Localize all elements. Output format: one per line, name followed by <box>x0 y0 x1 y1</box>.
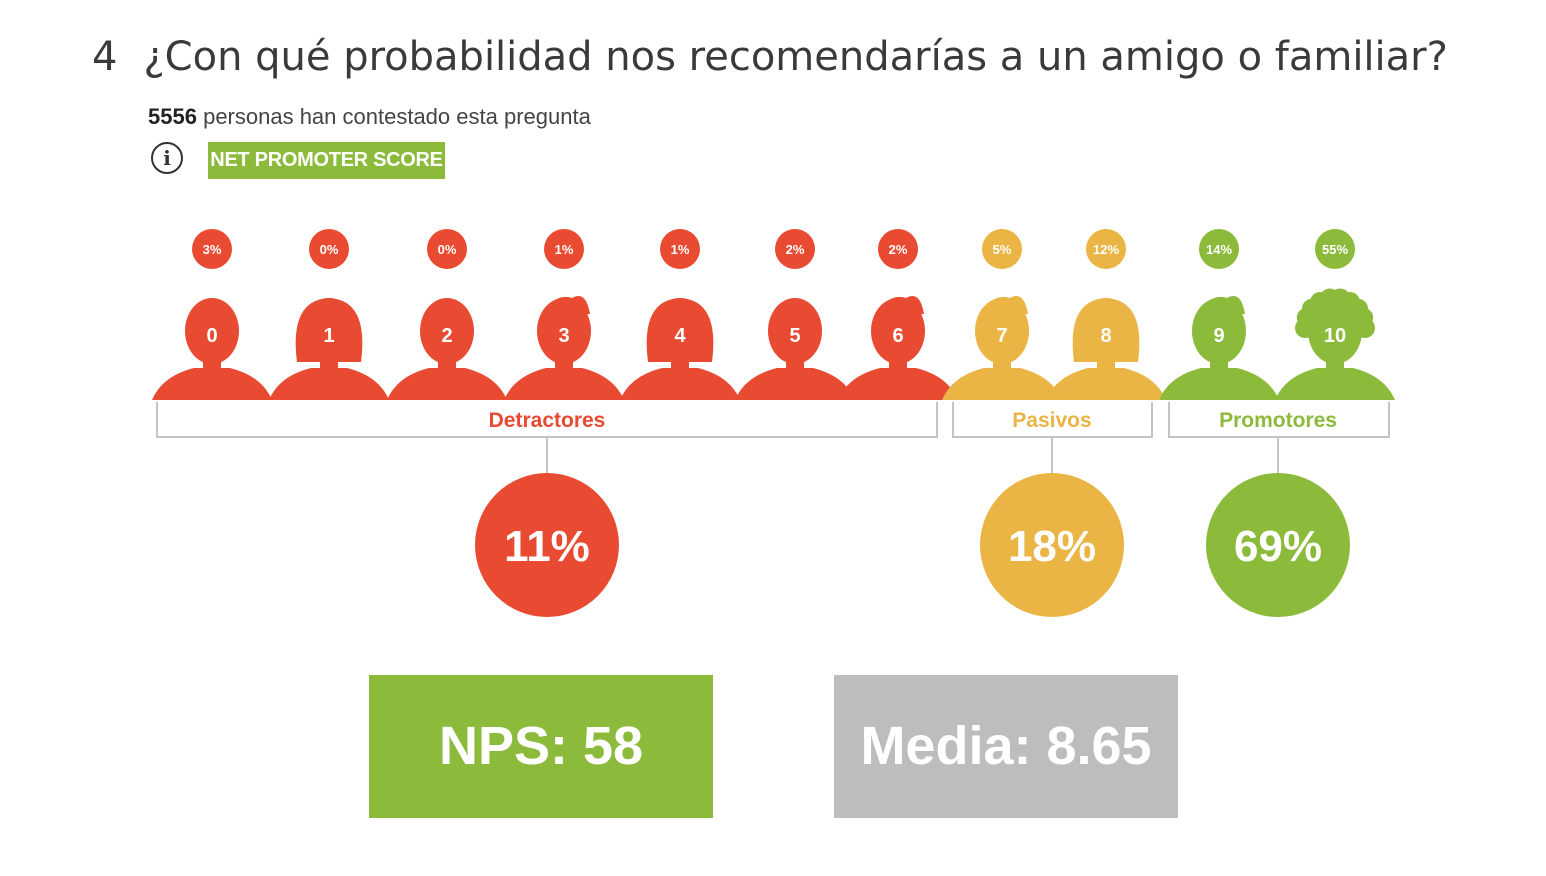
score-label-2: 2 <box>441 325 452 347</box>
score-person-9: 9 <box>1159 296 1279 400</box>
score-person-3: 3 <box>504 296 624 400</box>
percent-label-1: 0% <box>320 242 339 257</box>
group-label-promotores: Promotores <box>1219 409 1337 432</box>
responses-count: 5556 <box>148 104 197 129</box>
group-percent-circle-promotores: 69% <box>1206 473 1350 617</box>
percent-label-9: 14% <box>1206 242 1232 257</box>
info-icon[interactable]: i <box>151 142 183 174</box>
score-person-10: 10 <box>1275 288 1395 400</box>
percent-label-7: 5% <box>993 242 1012 257</box>
score-person-1: 1 <box>269 298 389 400</box>
group-percent-label-pasivos: 18% <box>1008 522 1096 571</box>
score-label-1: 1 <box>323 325 334 347</box>
group-label-pasivos: Pasivos <box>1012 409 1091 432</box>
score-label-9: 9 <box>1213 325 1224 347</box>
score-label-0: 0 <box>206 325 217 347</box>
nps-chart: 3% 0 0% 1 0% 2 1% 3 1% 4 2% 5 2% 6 5% 7 12% 8 14% 9 55% 10 Det… <box>152 229 1395 617</box>
score-label-4: 4 <box>674 325 686 347</box>
responses-text: personas han contestado esta pregunta <box>203 104 591 129</box>
group-percent-label-promotores: 69% <box>1234 522 1322 571</box>
score-person-5: 5 <box>735 298 855 400</box>
percent-bubble-0: 3% <box>192 229 232 269</box>
percent-label-6: 2% <box>889 242 908 257</box>
percent-bubble-9: 14% <box>1199 229 1239 269</box>
score-person-0: 0 <box>152 298 272 400</box>
group-percent-circle-pasivos: 18% <box>980 473 1124 617</box>
percent-label-0: 3% <box>203 242 222 257</box>
percent-bubble-6: 2% <box>878 229 918 269</box>
group-pasivos: Pasivos 18% <box>952 402 1153 617</box>
score-label-3: 3 <box>558 325 569 347</box>
percent-bubble-8: 12% <box>1086 229 1126 269</box>
percent-label-4: 1% <box>671 242 690 257</box>
percent-label-2: 0% <box>438 242 457 257</box>
group-promotores: Promotores 69% <box>1168 402 1390 617</box>
score-person-8: 8 <box>1046 298 1166 400</box>
percent-bubble-7: 5% <box>982 229 1022 269</box>
score-person-6: 6 <box>838 296 958 400</box>
score-person-7: 7 <box>942 296 1062 400</box>
score-person-4: 4 <box>620 298 740 400</box>
percent-label-5: 2% <box>786 242 805 257</box>
score-label-7: 7 <box>996 325 1007 347</box>
percent-label-3: 1% <box>555 242 574 257</box>
group-detractores: Detractores 11% <box>156 402 938 617</box>
question-text: ¿Con qué probabilidad nos recomendarías … <box>143 34 1448 80</box>
percent-bubble-4: 1% <box>660 229 700 269</box>
net-promoter-score-badge[interactable]: NET PROMOTER SCORE <box>208 142 445 179</box>
percent-label-10: 55% <box>1322 242 1348 257</box>
score-label-6: 6 <box>892 325 903 347</box>
question-title: 4 ¿Con qué probabilidad nos recomendarías… <box>92 34 1448 80</box>
group-label-detractores: Detractores <box>489 409 606 432</box>
percent-bubble-10: 55% <box>1315 229 1355 269</box>
percent-bubble-1: 0% <box>309 229 349 269</box>
responses-summary: 5556 personas han contestado esta pregun… <box>148 104 591 130</box>
nps-score-box: NPS: 58 <box>369 675 713 818</box>
question-number: 4 <box>92 34 118 80</box>
percent-bubble-5: 2% <box>775 229 815 269</box>
percent-label-8: 12% <box>1093 242 1119 257</box>
group-percent-label-detractores: 11% <box>504 522 590 571</box>
score-label-5: 5 <box>789 325 800 347</box>
score-label-10: 10 <box>1324 325 1346 347</box>
percent-bubble-3: 1% <box>544 229 584 269</box>
score-label-8: 8 <box>1100 325 1111 347</box>
score-person-2: 2 <box>387 298 507 400</box>
percent-bubble-2: 0% <box>427 229 467 269</box>
group-percent-circle-detractores: 11% <box>475 473 619 617</box>
media-score-box: Media: 8.65 <box>834 675 1178 818</box>
